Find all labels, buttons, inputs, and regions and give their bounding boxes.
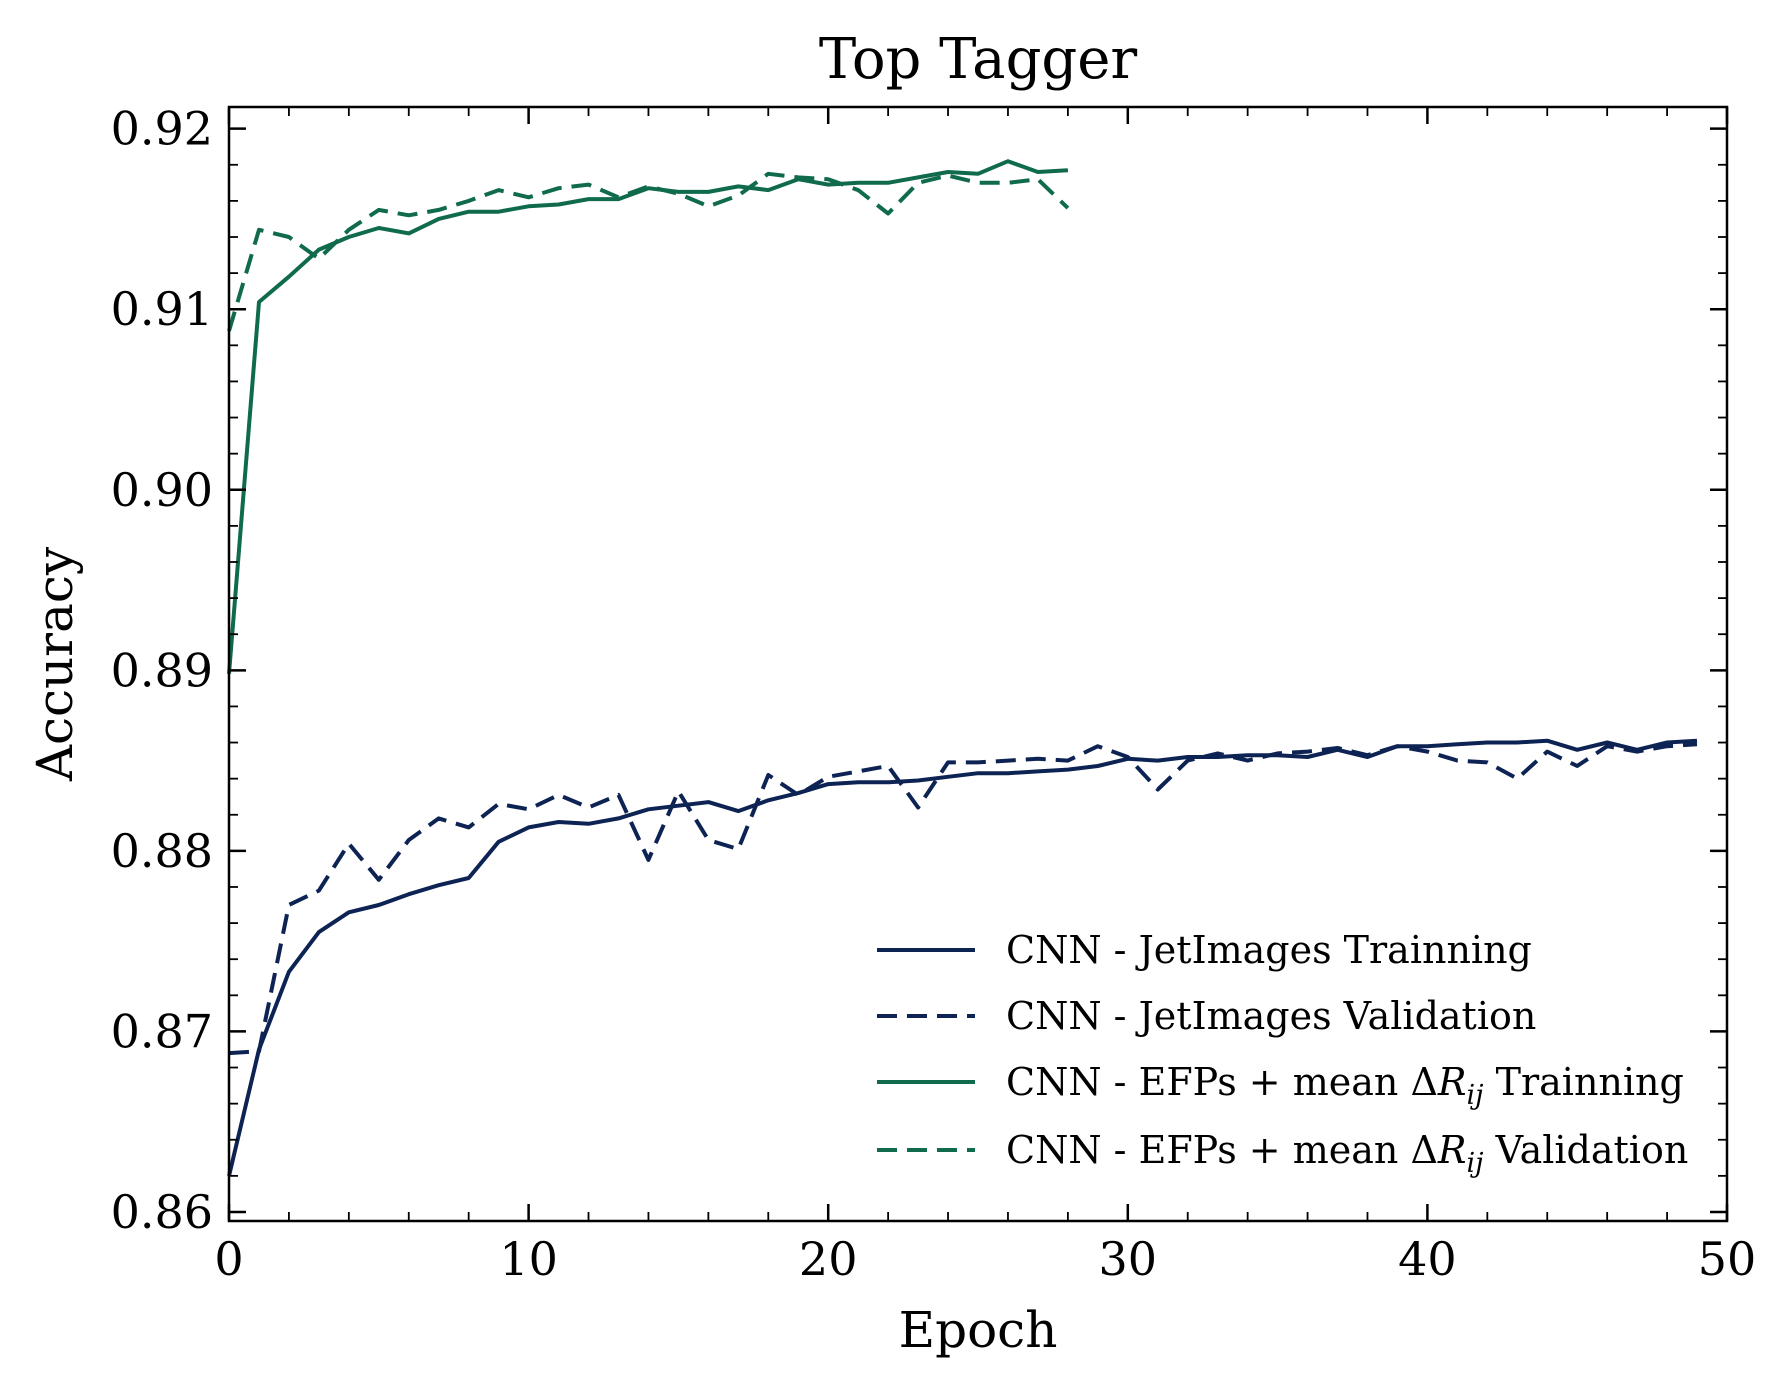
y-tick-label: 0.92 xyxy=(111,102,213,156)
series-line-4 xyxy=(227,171,1070,332)
y-tick-label: 0.89 xyxy=(111,643,213,697)
chart-title: Top Tagger xyxy=(819,27,1138,92)
plot-lines xyxy=(227,159,1698,1177)
legend-label-2: CNN - JetImages Validation xyxy=(1006,994,1536,1038)
axis-ticks xyxy=(227,107,1729,1221)
x-tick-label: 20 xyxy=(799,1232,858,1286)
series-line-3 xyxy=(227,159,1069,675)
x-tick-label: 0 xyxy=(214,1232,243,1286)
y-tick-label: 0.90 xyxy=(111,463,213,517)
series-line-1 xyxy=(227,738,1698,1177)
legend-label-3: CNN - EFPs + mean ΔRij Trainning xyxy=(1006,1060,1684,1111)
x-tick-label: 10 xyxy=(499,1232,558,1286)
x-tick-label: 30 xyxy=(1099,1232,1158,1286)
legend: CNN - JetImages Trainning CNN - JetImages… xyxy=(877,928,1688,1179)
y-axis-title: Accuracy xyxy=(26,546,84,782)
x-tick-label: 40 xyxy=(1398,1232,1457,1286)
plot-frame xyxy=(227,105,1729,1223)
x-axis-title: Epoch xyxy=(899,1301,1058,1359)
series-line-2 xyxy=(228,742,1698,1056)
legend-label-1: CNN - JetImages Trainning xyxy=(1006,928,1532,972)
y-tick-label: 0.88 xyxy=(111,824,213,878)
y-tick-label: 0.86 xyxy=(111,1185,213,1239)
x-tick-label: 50 xyxy=(1698,1232,1757,1286)
y-tick-label: 0.87 xyxy=(111,1004,213,1058)
legend-label-4: CNN - EFPs + mean ΔRij Validation xyxy=(1006,1128,1688,1179)
y-tick-label: 0.91 xyxy=(111,282,213,336)
tick-labels: 0 10 20 30 40 50 0.86 0.87 0.88 0.89 0.90 0.91 0.92 xyxy=(111,102,1757,1286)
